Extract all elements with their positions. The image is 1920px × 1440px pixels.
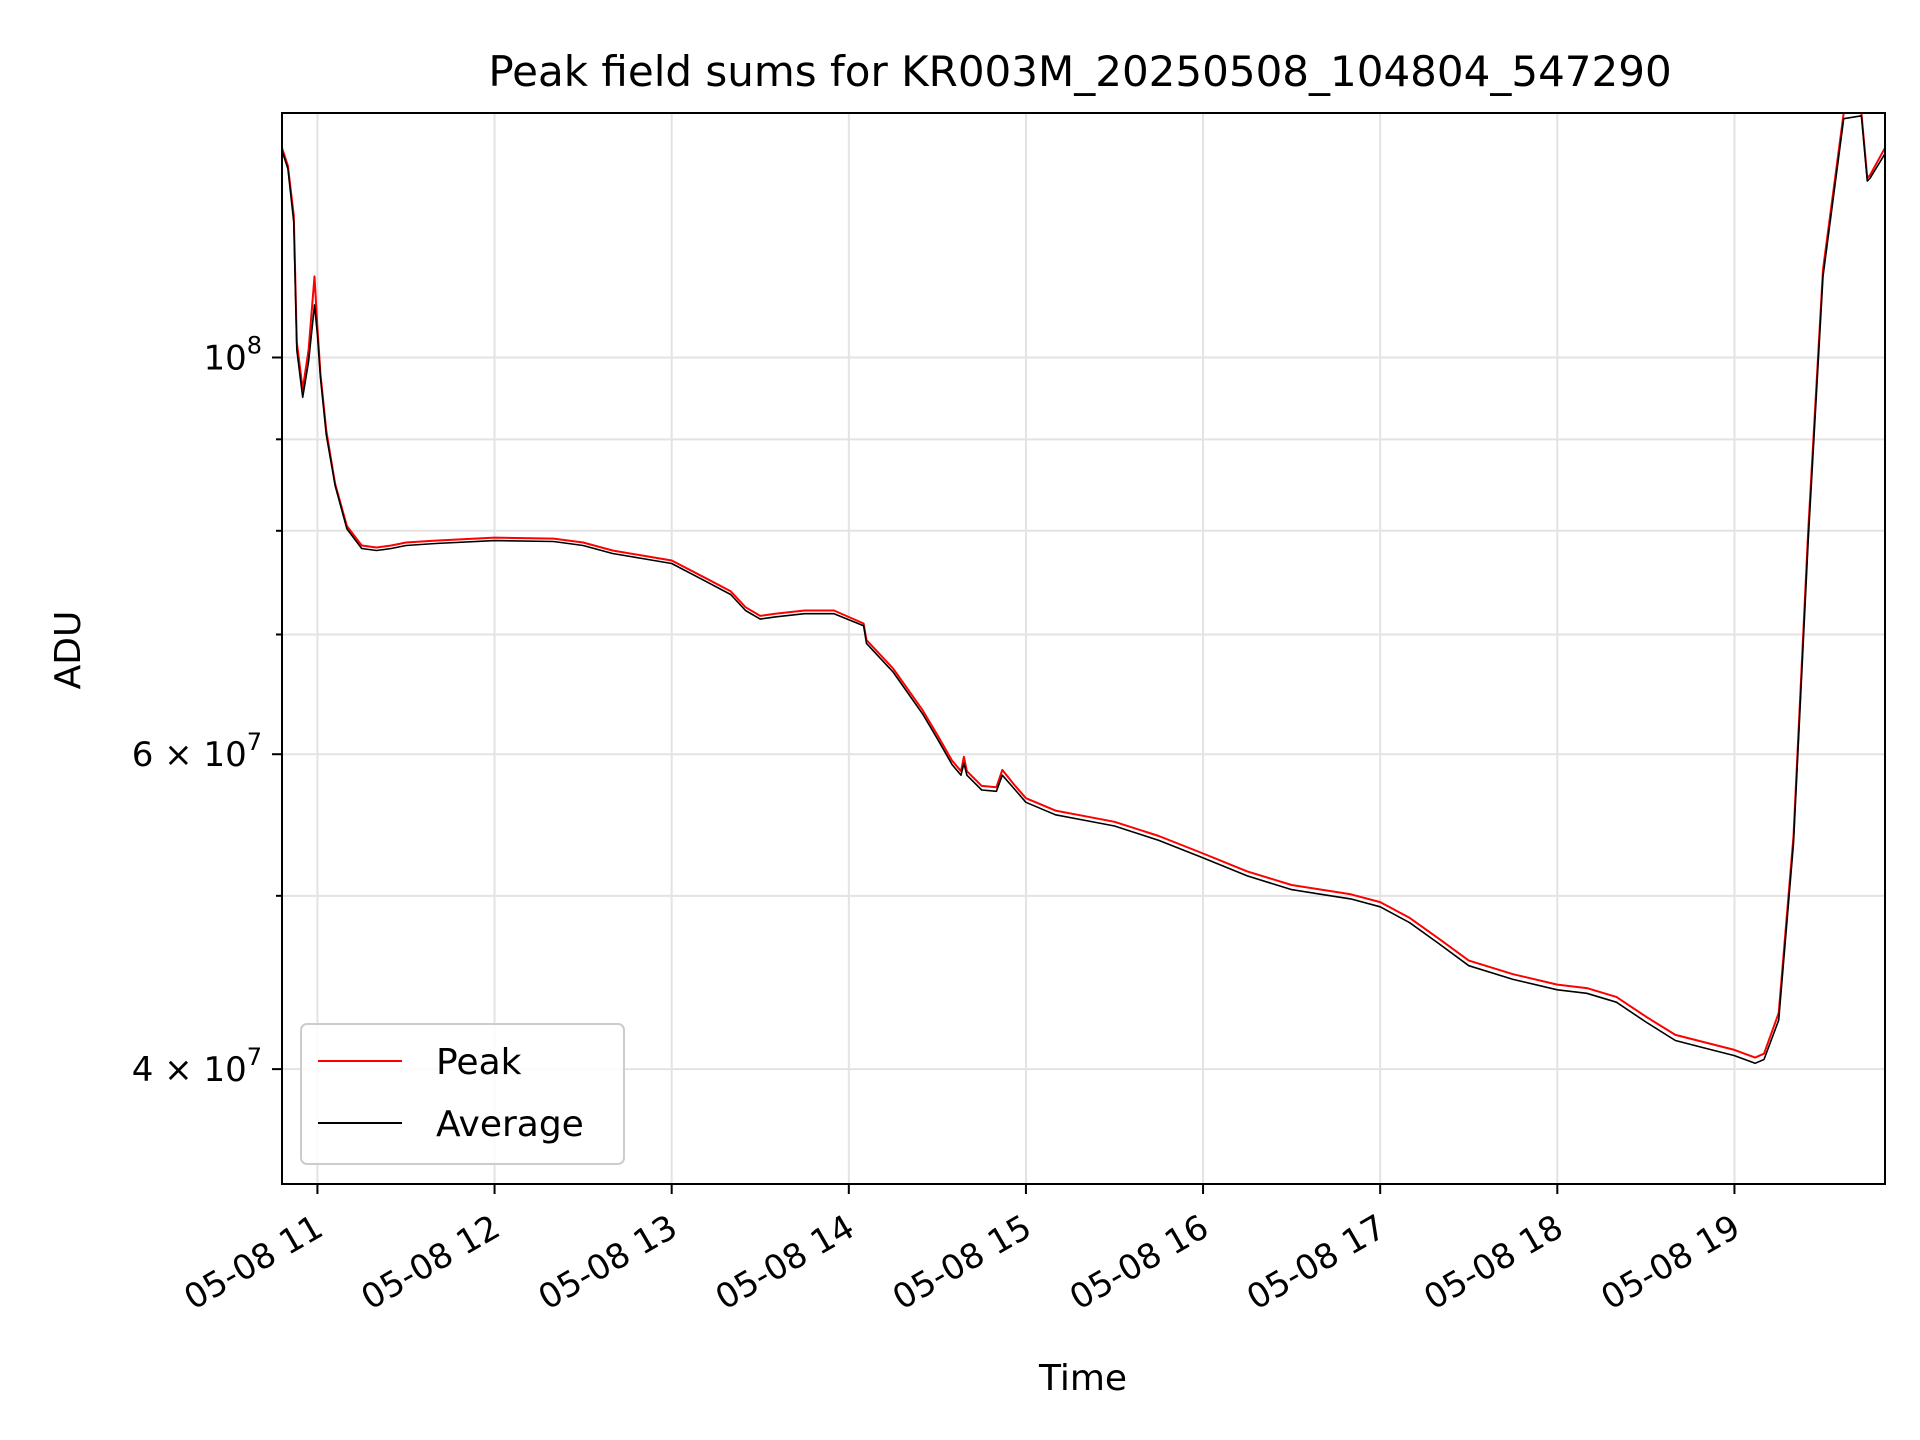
axes-frame xyxy=(281,112,1886,1185)
y-tick-label: 108 xyxy=(203,331,262,378)
series-line-average xyxy=(281,115,1886,1065)
y-tick-label: 6 × 107 xyxy=(132,728,262,775)
y-axis-ticks: 108 6 × 107 4 × 107 xyxy=(132,331,282,1090)
y-axis-label: ADU xyxy=(48,611,89,690)
legend-box xyxy=(300,1023,625,1165)
chart-title: Peak field sums for KR003M_20250508_1048… xyxy=(488,47,1671,96)
x-axis-label: Time xyxy=(1038,1358,1127,1399)
y-tick-label: 4 × 107 xyxy=(132,1043,262,1090)
legend-label: Average xyxy=(436,1104,584,1145)
legend: Peak Average xyxy=(300,1023,625,1165)
grid-lines xyxy=(282,113,1885,1184)
legend-label: Peak xyxy=(436,1042,522,1083)
plot-area xyxy=(281,112,1886,1065)
series-line-peak xyxy=(281,112,1886,1059)
